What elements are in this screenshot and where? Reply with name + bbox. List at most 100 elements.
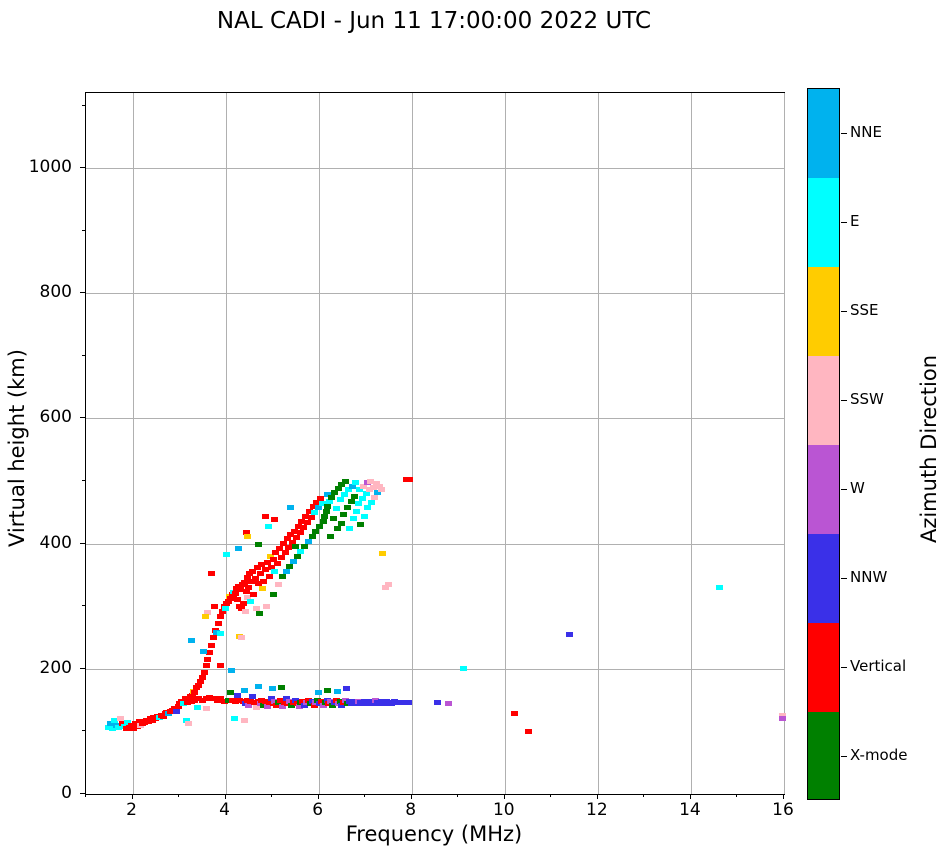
echo-point: [304, 538, 312, 544]
y-axis-tick-minor: [82, 730, 85, 732]
echo-point: [345, 526, 353, 532]
echo-point: [232, 698, 240, 704]
colorbar-label-ssw: SSW: [850, 389, 884, 408]
echo-point: [165, 711, 173, 717]
echo-point: [333, 688, 341, 694]
echo-point: [263, 559, 271, 565]
y-axis-tick-label: 1000: [28, 157, 72, 178]
echo-point: [344, 701, 352, 707]
echo-point: [368, 499, 376, 505]
echo-point: [317, 698, 325, 704]
echo-point: [340, 512, 348, 518]
echo-point: [296, 529, 304, 535]
echo-point: [293, 701, 301, 707]
colorbar-tick: [841, 488, 847, 490]
echo-point: [778, 716, 786, 722]
y-axis-tick-label: 0: [61, 783, 72, 803]
echo-point: [198, 675, 206, 681]
echo-point: [332, 506, 340, 512]
echo-point: [234, 597, 242, 603]
y-axis-tick-minor: [82, 354, 85, 356]
echo-point: [525, 728, 533, 734]
echo-point: [360, 513, 368, 519]
echo-point: [210, 635, 217, 641]
echo-point: [510, 711, 518, 717]
echo-point: [381, 701, 389, 707]
echo-point: [333, 526, 341, 532]
y-axis-tick-label: 600: [39, 407, 72, 428]
echo-point: [334, 701, 342, 707]
echo-point: [358, 701, 366, 707]
echo-point: [191, 690, 199, 696]
colorbar-segment-ssw: [808, 356, 839, 445]
azimuth-colorbar: [807, 88, 840, 800]
echo-point: [318, 501, 326, 507]
echo-point: [290, 528, 298, 534]
echo-point: [256, 571, 264, 577]
echo-point: [241, 608, 249, 614]
echo-point: [152, 716, 160, 722]
x-axis-tick: [131, 794, 133, 799]
echo-point: [195, 682, 203, 688]
echo-point: [250, 592, 258, 598]
echo-point: [445, 701, 453, 707]
echo-point: [326, 498, 334, 504]
echo-point: [319, 702, 327, 708]
echo-point: [349, 516, 357, 522]
gridline-vertical: [690, 93, 692, 794]
echo-point: [238, 582, 246, 588]
echo-point: [249, 693, 257, 699]
colorbar-label-vertical: Vertical: [850, 656, 907, 675]
gridline-vertical: [318, 93, 320, 794]
echo-point: [344, 487, 352, 493]
echo-point: [302, 513, 310, 519]
x-axis-tick-label: 8: [405, 800, 417, 820]
x-axis-tick: [783, 794, 784, 799]
colorbar-segment-w: [808, 445, 839, 534]
echo-point: [364, 701, 372, 707]
echo-point: [206, 650, 214, 656]
echo-point: [351, 493, 359, 499]
x-axis-tick-label: 4: [219, 800, 230, 820]
echo-point: [271, 517, 279, 523]
echo-point: [195, 696, 203, 702]
echo-point: [243, 697, 251, 703]
echo-point: [356, 487, 364, 493]
echo-point: [259, 586, 267, 592]
colorbar-label-w: W: [850, 478, 865, 497]
echo-point: [203, 706, 211, 712]
echo-point: [216, 662, 224, 668]
echo-point: [286, 698, 294, 704]
echo-point: [245, 702, 253, 708]
echo-point: [226, 596, 234, 602]
echo-point: [262, 567, 270, 573]
y-axis-tick-label: 400: [39, 532, 72, 553]
echo-point: [387, 701, 395, 707]
colorbar-segment-nne: [808, 89, 839, 178]
x-axis-tick: [224, 794, 226, 799]
echo-point: [129, 725, 137, 731]
echo-point: [308, 698, 316, 704]
echo-point: [236, 697, 244, 703]
echo-point: [313, 499, 321, 505]
echo-point: [254, 683, 262, 689]
echo-point: [315, 690, 323, 696]
echo-point: [317, 496, 325, 502]
echo-point: [288, 702, 296, 708]
echo-point: [248, 578, 256, 584]
echo-point: [251, 576, 259, 582]
x-axis-tick-label: 2: [126, 800, 137, 820]
echo-point: [239, 601, 247, 607]
echo-point: [324, 687, 332, 693]
echo-point: [258, 697, 266, 703]
echo-point: [270, 592, 278, 598]
x-axis-tick-label: 14: [679, 800, 701, 820]
echo-point: [271, 568, 279, 574]
echo-point: [222, 606, 230, 612]
echo-point: [247, 598, 255, 604]
echo-point: [231, 716, 239, 722]
echo-point: [216, 613, 224, 619]
x-axis-tick: [317, 794, 319, 799]
echo-point: [223, 552, 231, 558]
